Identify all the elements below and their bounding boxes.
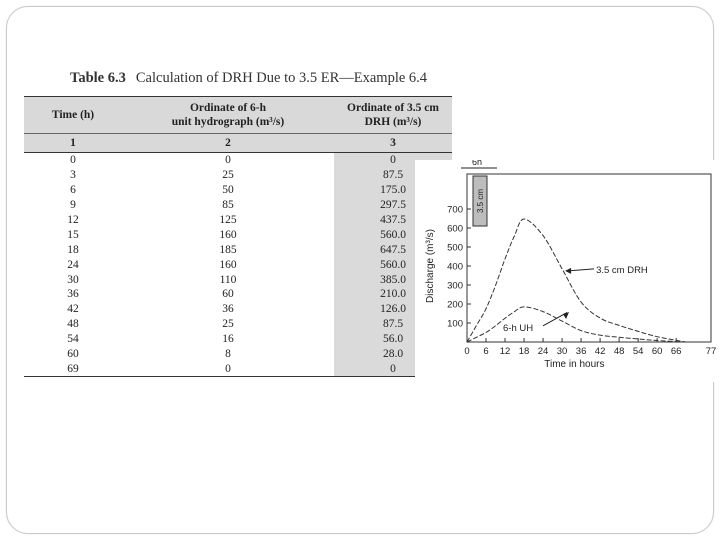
column-number-row: 1 2 3 [24,133,452,153]
cell-time: 30 [67,273,79,286]
column-number: 3 [334,133,452,153]
cell-time: 9 [70,199,76,212]
cell-uh-ordinate: 160 [219,228,237,241]
series-label: 3.5 cm DRH [596,265,648,276]
y-tick-label: 400 [447,262,463,273]
table-caption: Table 6.3 Calculation of DRH Due to 3.5 E… [70,70,427,87]
header-uh-ordinate: Ordinate of 6-h unit hydrograph (m³/s) [122,96,334,134]
cell-uh-ordinate: 125 [219,214,237,226]
table-body: 0 0 0 3 25 87.5 6 50 175.0 9 85 297.5 12 125 437.5 15 16… [24,152,452,378]
series-arrow [542,312,568,327]
cell-time: 36 [67,288,79,301]
header-time: Time (h) [24,96,122,134]
table-header-row: Time (h) Ordinate of 6-h unit hydrograph … [24,96,452,134]
cell-uh-ordinate: 8 [225,348,231,361]
table-row: 36 60 210.0 [24,287,452,302]
table-row: 42 36 126.0 [24,301,452,317]
table-row: 18 185 647.5 [24,242,452,258]
table-row: 12 125 437.5 [24,212,452,228]
table-row: 69 0 0 [24,361,452,378]
arrow-head [565,267,572,274]
x-tick-label: 77 [706,346,717,357]
column-number: 1 [24,133,122,153]
rainfall-bar [472,175,488,227]
series-arrow [568,268,595,272]
cell-time: 69 [24,361,122,378]
drh-curve [466,218,686,343]
x-tick-label: 60 [652,346,663,357]
cell-uh-ordinate: 50 [222,184,234,197]
x-tick-label: 66 [671,346,682,357]
x-tick-label: 42 [595,346,606,357]
table-number: Table 6.3 [70,70,126,86]
table-row: 15 160 560.0 [24,227,452,243]
y-tick-label: 600 [447,224,463,235]
cell-time: 18 [67,243,79,256]
table-row: 30 110 385.0 [24,272,452,288]
cell-uh-ordinate: 0 [122,361,334,378]
header-drh-ordinate: Ordinate of 3.5 cm DRH (m³/s) [334,96,452,134]
y-tick-label: 500 [447,243,463,254]
table-row: 24 160 560.0 [24,257,452,273]
cell-time: 48 [67,318,79,331]
y-axis-label: Discharge (m³/s) [425,229,436,303]
cell-uh-ordinate: 185 [219,243,237,256]
x-axis-label: Time in hours [544,359,604,370]
x-tick-label: 12 [500,346,511,357]
x-tick-label: 36 [576,346,587,357]
cell-time: 15 [67,228,79,241]
cell-uh-ordinate: 16 [222,333,234,346]
cell-time: 6 [70,184,76,197]
cell-uh-ordinate: 0 [225,154,231,167]
y-tick-label: 200 [447,300,463,311]
x-tick-label: 0 [464,346,469,357]
cell-time: 3 [70,169,76,182]
table-row: 9 85 297.5 [24,197,452,213]
table-row: 3 25 87.5 [24,167,452,183]
y-tick-label: 100 [447,319,463,330]
x-tick-label: 18 [519,346,530,357]
cell-uh-ordinate: 160 [219,258,237,271]
y-tick-label: 300 [447,281,463,292]
drh-table: Time (h) Ordinate of 6-h unit hydrograph … [24,96,452,378]
uh-curve [466,306,686,343]
cell-uh-ordinate: 25 [222,169,234,182]
x-tick-label: 24 [538,346,549,357]
cell-uh-ordinate: 110 [219,273,237,286]
cell-uh-ordinate: 60 [222,288,234,301]
y-tick-label: 700 [447,205,463,216]
hydrograph-svg: 100 200 300 400 500 600 700 0 6 12 18 24 30 36 42 48 54 6… [425,160,717,370]
table-row: 54 16 56.0 [24,331,452,347]
cell-time: 24 [67,258,79,271]
table-row: 60 8 28.0 [24,346,452,362]
cell-time: 60 [67,348,79,361]
x-tick-label: 30 [557,346,568,357]
cell-time: 12 [67,214,79,226]
cell-time: 0 [70,154,76,167]
cell-uh-ordinate: 25 [222,318,234,331]
duration-label: 6h [472,160,482,167]
table-title: Calculation of DRH Due to 3.5 ER—Example… [135,70,428,86]
hydrograph-chart: 100 200 300 400 500 600 700 0 6 12 18 24 30 36 42 48 54 6… [415,160,720,382]
rainfall-depth-label: 3.5 cm [476,189,485,213]
cell-uh-ordinate: 85 [222,199,234,212]
x-tick-label: 48 [614,346,625,357]
arrow-head [563,311,570,319]
table-row: 6 50 175.0 [24,182,452,198]
cell-time: 54 [67,333,79,346]
x-tick-label: 6 [483,346,488,357]
cell-uh-ordinate: 36 [222,303,234,316]
table-row: 48 25 87.5 [24,316,452,332]
x-tick-label: 54 [633,346,644,357]
series-label: 6-h UH [503,323,533,334]
plot-frame [466,173,712,343]
column-number: 2 [122,133,334,153]
cell-time: 42 [67,303,79,316]
